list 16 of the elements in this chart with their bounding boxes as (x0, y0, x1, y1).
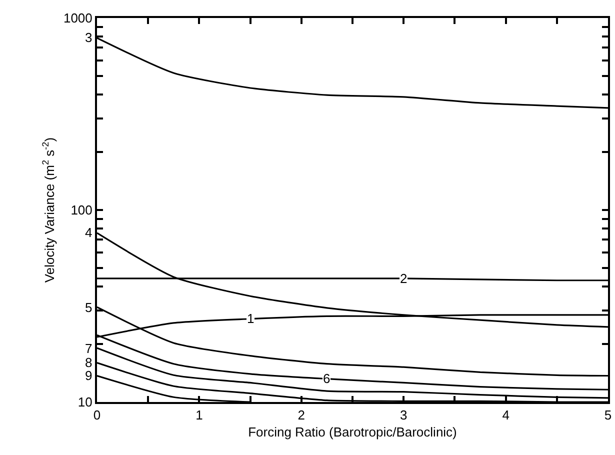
x-tick-label: 1 (196, 408, 203, 423)
x-tick-label: 4 (502, 408, 510, 423)
series-label: 5 (85, 300, 92, 315)
series-label: 4 (85, 225, 92, 240)
series-label: 3 (85, 30, 92, 45)
x-tick-label: 5 (604, 408, 612, 423)
x-axis-title: Forcing Ratio (Barotropic/Baroclinic) (248, 424, 457, 440)
y-tick-label: 1000 (63, 10, 92, 26)
y-tick-label: 100 (70, 202, 92, 218)
series-label: 8 (85, 355, 92, 370)
x-tick-label: 3 (400, 408, 408, 423)
series-label: 7 (85, 341, 92, 356)
series-label: 9 (85, 368, 92, 383)
x-tick-label: 0 (93, 408, 101, 423)
x-tick-label: 2 (298, 408, 306, 423)
y-tick-label: 10 (78, 394, 92, 410)
